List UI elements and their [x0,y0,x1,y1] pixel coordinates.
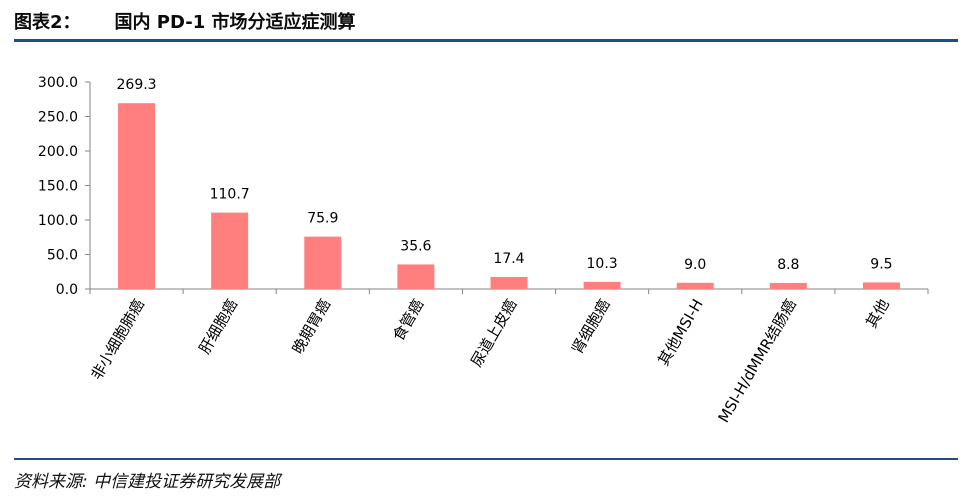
category-label: 非小细胞肺癌 [87,296,148,383]
category-label: 其他MSI-H [654,296,706,369]
top-divider [14,39,958,42]
bottom-divider [14,458,958,460]
bar [769,282,807,289]
data-label: 9.5 [870,256,892,272]
category-label: 食管癌 [389,296,427,344]
category-label: 其他 [862,296,893,331]
y-tick-label: 0.0 [56,282,78,298]
category-label: 肝细胞癌 [196,296,242,357]
data-label: 269.3 [117,77,157,93]
bar [862,282,900,289]
figure-number: 图表2： [14,12,81,33]
bar [397,264,435,289]
figure-title: 图表2： 国内 PD-1 市场分适应症测算 [14,6,356,36]
data-label: 17.4 [493,251,524,267]
bar [118,103,156,289]
chart-title: 国内 PD-1 市场分适应症测算 [114,12,356,33]
bar [676,282,714,289]
category-label: 肾细胞癌 [568,296,614,357]
y-tick-label: 300.0 [38,75,78,91]
source-note: 资料来源: 中信建投证券研究发展部 [14,472,281,492]
data-label: 10.3 [587,256,618,272]
data-label: 110.7 [210,187,250,203]
y-tick-label: 250.0 [38,110,78,126]
category-label: 晚期胃癌 [289,296,335,357]
data-label: 75.9 [307,211,338,227]
bar [211,212,249,289]
bar [304,236,342,289]
category-label: MSI-H/dMMR结肠癌 [714,296,799,426]
data-label: 35.6 [400,238,431,254]
y-tick-label: 100.0 [38,213,78,229]
y-tick-label: 50.0 [47,248,78,264]
y-tick-label: 200.0 [38,144,78,160]
y-tick-label: 150.0 [38,179,78,195]
data-label: 9.0 [684,257,706,273]
category-label: 尿道上皮癌 [467,296,520,370]
bar [583,281,621,289]
bar [490,276,528,289]
data-label: 8.8 [777,257,799,273]
